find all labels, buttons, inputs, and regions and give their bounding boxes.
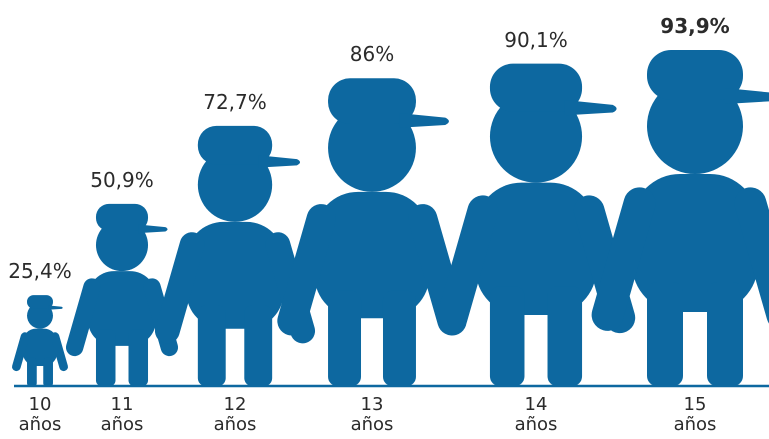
figure-arm-right [734, 187, 769, 331]
cap-crown [95, 203, 149, 231]
figure-12 [154, 125, 316, 386]
category-unit: años [100, 414, 144, 435]
value-label: 93,9% [660, 14, 730, 38]
figure-leg-left [27, 357, 37, 386]
figure-leg-right [547, 286, 583, 386]
cap-crown [27, 295, 53, 309]
figure-leg-left [647, 282, 683, 386]
value-label: 72,7% [203, 89, 267, 114]
category-label: 14 años [515, 395, 558, 435]
cap-crown [489, 63, 583, 112]
value-label: 50,9% [90, 167, 154, 192]
cap-crown [328, 78, 416, 125]
figure-head [328, 103, 416, 192]
category-label: 12 años [214, 395, 257, 435]
figure-head [197, 147, 273, 222]
figure-leg-left [489, 286, 525, 386]
figure-leg-left [328, 290, 362, 386]
category-number: 12 [223, 394, 247, 415]
figure-torso [632, 174, 758, 312]
figure-torso [314, 191, 430, 319]
cap-brim [48, 305, 63, 310]
value-label: 90,1% [504, 27, 568, 52]
cap-crown [647, 50, 743, 100]
cap-brim [725, 88, 769, 104]
figure-head [27, 302, 53, 329]
figure-leg-left [95, 329, 116, 386]
figure-arm-left [277, 204, 336, 336]
category-label: 11 años [101, 395, 144, 435]
category-unit: años [514, 414, 558, 435]
category-label: 15 años [674, 395, 717, 435]
figure-leg-right [128, 329, 149, 386]
figure-head [489, 90, 583, 183]
figure-10 [12, 295, 68, 386]
category-number: 14 [524, 394, 548, 415]
figure-head [647, 78, 743, 174]
figure-14 [436, 63, 636, 386]
figure-arm-left [65, 278, 101, 357]
category-unit: años [350, 414, 394, 435]
category-label: 10 años [19, 395, 62, 435]
figure-torso [87, 271, 157, 346]
figure-leg-right [43, 357, 53, 386]
figure-head [95, 219, 149, 272]
figure-leg-left [197, 305, 226, 386]
figure-arm-right [50, 332, 68, 372]
category-unit: años [213, 414, 257, 435]
figure-arm-left [436, 195, 499, 334]
figure-leg-right [707, 282, 743, 386]
cap-brim [564, 100, 617, 116]
category-label: 13 años [351, 395, 394, 435]
figure-leg-right [382, 290, 416, 386]
figure-torso [22, 328, 58, 366]
category-number: 11 [110, 394, 134, 415]
figure-arm-left [12, 332, 30, 372]
cap-brim [399, 113, 449, 128]
figure-leg-right [244, 305, 273, 386]
category-unit: años [18, 414, 62, 435]
value-label: 25,4% [8, 259, 72, 284]
figure-torso [186, 221, 284, 329]
category-number: 10 [28, 394, 52, 415]
cap-brim [258, 155, 301, 168]
category-unit: años [673, 414, 717, 435]
category-number: 13 [360, 394, 384, 415]
value-label: 86% [349, 42, 395, 67]
figure-arm-left [591, 187, 656, 331]
figure-arm-left [154, 232, 205, 344]
figure-11 [65, 203, 179, 386]
figure-torso [475, 182, 597, 315]
cap-brim [138, 224, 168, 234]
figure-15 [591, 50, 769, 386]
category-number: 15 [683, 394, 707, 415]
cap-crown [197, 125, 273, 165]
